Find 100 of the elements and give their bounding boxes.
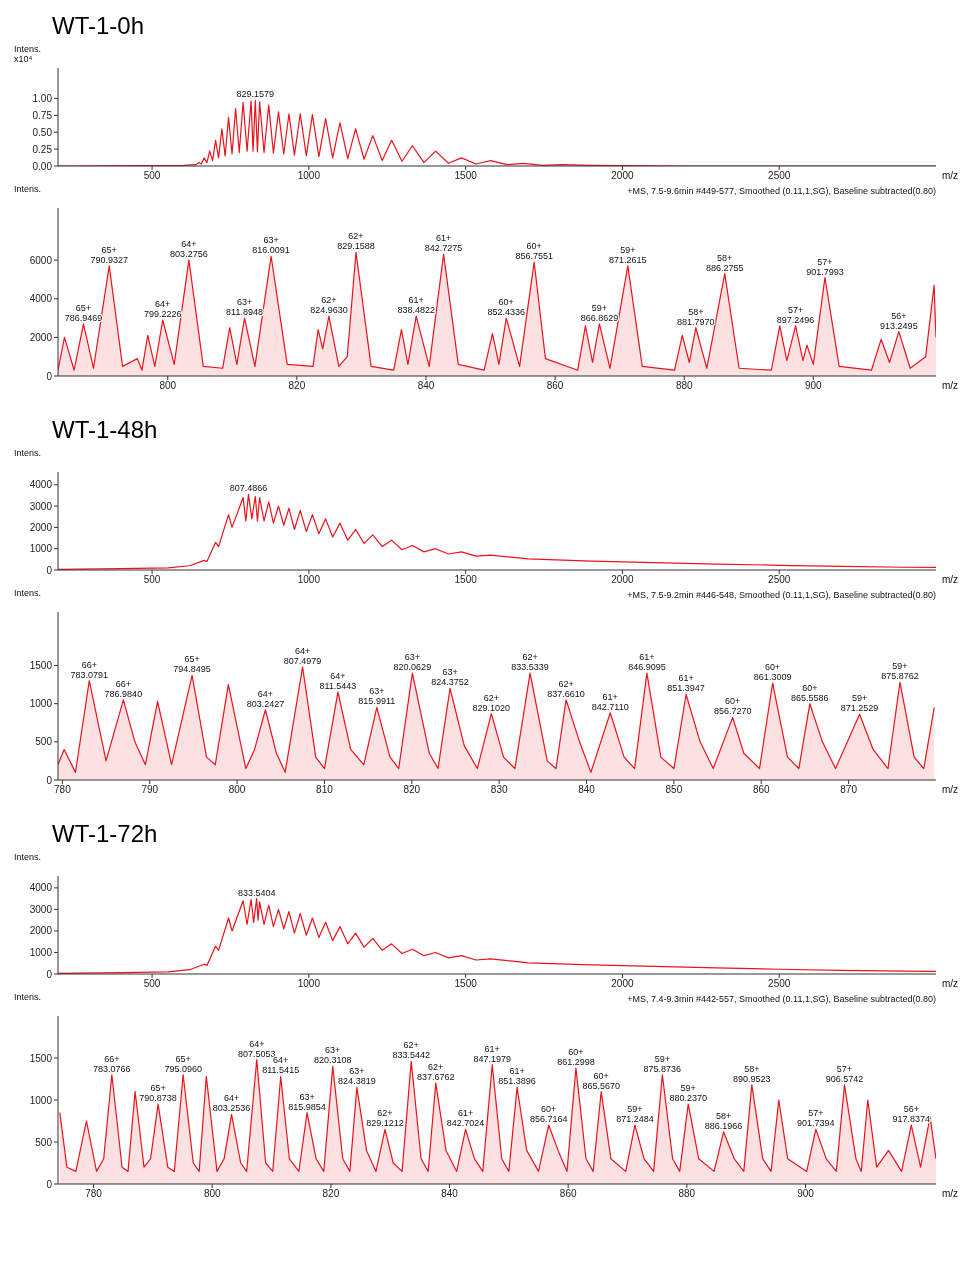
x-tick-label: 900 [797, 1188, 815, 1200]
y-axis-title: Intens. [14, 184, 42, 194]
annotation: 63+ 815.9911 [358, 686, 396, 707]
annotation: 63+ 816.0091 [252, 235, 290, 256]
x-tick-label: 2000 [611, 170, 634, 182]
chart-title: WT-1-48h [51, 415, 159, 445]
annotation: 62+ 837.6610 [547, 678, 585, 699]
y-tick-label: 500 [35, 1136, 53, 1148]
x-axis-title: m/z [941, 380, 958, 391]
annotation: 61+ 842.7110 [591, 691, 629, 712]
annotation: 64+ 803.2536 [212, 1093, 251, 1114]
x-tick-label: 780 [85, 1188, 103, 1200]
y-tick-label: 3000 [29, 500, 53, 512]
x-tick-label: 800 [228, 784, 246, 796]
y-tick-label: 1500 [29, 1052, 53, 1064]
x-tick-label: 850 [665, 784, 683, 796]
annotation: 63+ 811.8948 [226, 297, 263, 318]
annotation: 60+ 852.4336 [487, 297, 526, 318]
annotation: 61+ 842.7275 [424, 233, 463, 254]
y-tick-label: 1000 [29, 543, 53, 555]
x-axis-title: m/z [941, 1188, 958, 1199]
annotation: 62+ 829.1212 [366, 1108, 404, 1129]
x-axis-title: m/z [941, 170, 958, 181]
x-tick-label: 820 [322, 1188, 340, 1200]
annotation: 59+ 875.8736 [643, 1053, 682, 1074]
annotation: 807.4866 [229, 483, 268, 494]
y-axis-title: Intens. x10⁴ [14, 44, 42, 64]
annotation: 66+ 786.9840 [104, 678, 143, 699]
annotation: 63+ 815.9854 [288, 1091, 326, 1112]
y-tick-label: 4000 [29, 882, 53, 894]
x-axis-title: m/z [941, 978, 958, 989]
x-tick-label: 2500 [768, 170, 791, 182]
x-tick-label: 1500 [454, 978, 478, 990]
x-tick-label: 1000 [297, 170, 321, 182]
annotation: 64+ 807.4979 [283, 645, 322, 666]
x-tick-label: 2500 [768, 978, 791, 990]
annotation: 60+ 865.5670 [582, 1070, 620, 1091]
annotation: 60+ 861.3009 [753, 662, 792, 683]
annotation: 62+ 829.1020 [472, 692, 511, 713]
annotation: 61+ 851.3947 [667, 673, 705, 694]
y-tick-label: 0 [46, 774, 53, 786]
x-tick-label: 830 [490, 784, 508, 796]
x-axis-title: m/z [941, 784, 958, 795]
annotation: 57+ 897.2496 [776, 304, 815, 325]
annotation: 65+ 790.8738 [139, 1083, 177, 1104]
x-tick-label: 840 [578, 784, 596, 796]
text: +MS, 7.5-9.6min #449-577, Smoothed (0.11,1,SG), Baseline subtracted(0.80) [627, 186, 936, 196]
annotation: 56+ 913.2495 [880, 310, 918, 331]
x-tick-label: 1500 [454, 574, 478, 586]
annotation: 58+ 881.7970 [677, 306, 715, 327]
chart-title: WT-1-0h [51, 11, 145, 41]
y-tick-label: 1500 [29, 660, 53, 671]
annotation: 829.1579 [236, 89, 275, 100]
x-tick-label: 2000 [611, 978, 634, 990]
annotation: 66+ 783.0766 [93, 1053, 131, 1074]
x-tick-label: 900 [804, 380, 823, 392]
annotation: 61+ 838.4822 [397, 295, 435, 316]
annotation: 59+ 880.2370 [669, 1083, 708, 1104]
annotation: 57+ 901.7394 [797, 1108, 835, 1129]
x-tick-label: 2500 [768, 574, 791, 586]
x-tick-label: 1000 [297, 574, 321, 586]
y-tick-label: 6000 [29, 254, 53, 266]
y-tick-label: 2000 [29, 925, 53, 937]
x-axis-title: m/z [941, 574, 958, 585]
y-tick-label: 1000 [29, 1094, 53, 1106]
y-tick-label: 1000 [29, 698, 53, 710]
annotation: 62+ 824.9630 [310, 295, 348, 316]
annotation: 62+ 833.5442 [392, 1040, 431, 1061]
x-tick-label: 790 [141, 784, 159, 796]
text: +MS, 7.4-9.3min #442-557, Smoothed (0.11,1,SG), Baseline subtracted(0.80) [627, 994, 936, 1004]
annotation: 64+ 799.2226 [143, 299, 182, 319]
x-tick-label: 2000 [611, 574, 634, 586]
y-axis-title: Intens. [14, 992, 42, 1002]
annotation: 64+ 803.2756 [170, 239, 208, 260]
y-tick-label: 3000 [29, 903, 53, 915]
text: +MS, 7.5-9.2min #446-548, Smoothed (0.11,1,SG), Baseline subtracted(0.80) [627, 590, 936, 600]
x-tick-label: 800 [159, 380, 177, 392]
x-tick-label: 800 [203, 1188, 222, 1200]
x-tick-label: 780 [54, 784, 72, 796]
x-tick-label: 1000 [297, 978, 321, 990]
annotation: 59+ 871.2484 [616, 1104, 654, 1125]
x-tick-label: 860 [752, 784, 771, 796]
annotation: 62+ 837.6762 [416, 1062, 455, 1083]
annotation: 61+ 846.9095 [628, 652, 666, 673]
y-tick-label: 0.25 [32, 143, 53, 155]
annotation: 59+ 866.8629 [580, 302, 619, 323]
y-tick-label: 0 [46, 564, 53, 576]
annotation: 60+ 865.5586 [791, 682, 829, 703]
annotation: 63+ 820.3108 [313, 1045, 352, 1066]
annotation: 58+ 886.2755 [705, 252, 744, 273]
annotation: 65+ 794.8495 [173, 654, 211, 675]
chart-title: WT-1-72h [51, 819, 159, 849]
y-axis-title: Intens. [14, 448, 42, 458]
x-tick-label: 880 [675, 380, 693, 392]
y-tick-label: 1000 [29, 947, 53, 959]
annotation: 63+ 820.0629 [393, 652, 432, 673]
x-tick-label: 860 [559, 1188, 577, 1200]
y-tick-label: 0 [46, 968, 53, 980]
x-tick-label: 500 [143, 978, 161, 990]
x-tick-label: 820 [288, 380, 306, 392]
